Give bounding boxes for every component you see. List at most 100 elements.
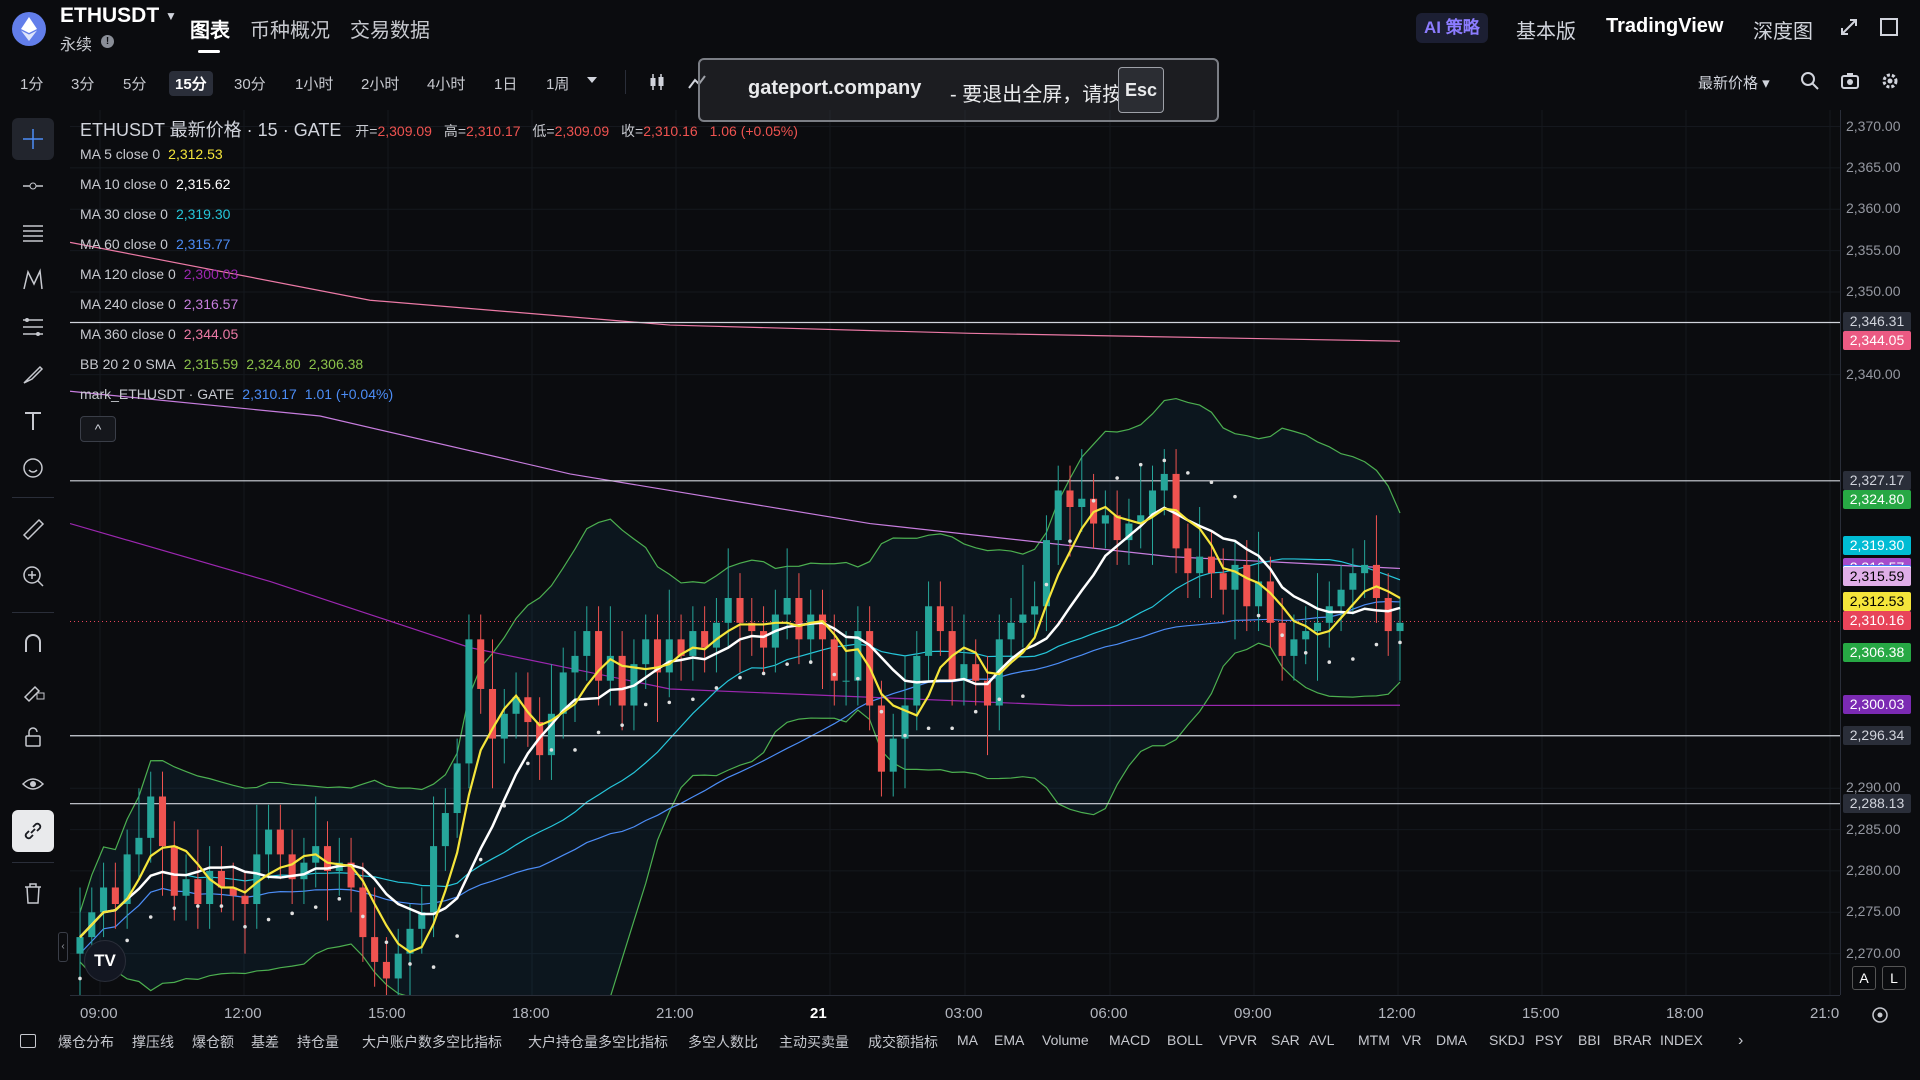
indicator-toggle[interactable]: 成交额指标 bbox=[868, 1034, 938, 1050]
indicators-icon[interactable] bbox=[686, 71, 708, 93]
lock-drawing-icon[interactable] bbox=[12, 669, 54, 711]
settings-gear-icon[interactable] bbox=[1880, 71, 1902, 93]
timeframe-15m[interactable]: 15分 bbox=[169, 71, 213, 96]
indicator-toggle[interactable]: VR bbox=[1402, 1032, 1422, 1048]
legend-indicator-row[interactable]: MA 120 close 0 2,300.03 bbox=[80, 266, 238, 282]
indicator-toggle[interactable]: 大户账户数多空比指标 bbox=[362, 1034, 502, 1050]
chart-area[interactable] bbox=[70, 110, 1840, 995]
crosshair-tool-icon[interactable] bbox=[12, 118, 54, 160]
brush-tool-icon[interactable] bbox=[12, 353, 54, 395]
legend-collapse-button[interactable]: ^ bbox=[80, 416, 116, 442]
tab-depth-chart[interactable]: 深度图 bbox=[1753, 21, 1813, 43]
ruler-tool-icon[interactable] bbox=[12, 508, 54, 550]
tab-trading-data[interactable]: 交易数据 bbox=[350, 20, 430, 42]
timeframe-2h[interactable]: 2小时 bbox=[361, 76, 400, 93]
text-tool-icon[interactable] bbox=[12, 400, 54, 442]
auto-scale-button[interactable]: A bbox=[1852, 966, 1876, 990]
indicator-toggle[interactable]: AVL bbox=[1309, 1032, 1335, 1048]
timeframe-1m[interactable]: 1分 bbox=[20, 76, 44, 93]
price-chart[interactable] bbox=[70, 110, 1840, 995]
legend-indicator-row[interactable]: mark_ETHUSDT · GATE 2,310.17 1.01 (+0.04%) bbox=[80, 386, 393, 402]
candle-body bbox=[1290, 639, 1298, 656]
indicator-toggle[interactable]: BOLL bbox=[1167, 1032, 1203, 1048]
timeframe-3m[interactable]: 3分 bbox=[71, 76, 95, 93]
indicator-toggle[interactable]: INDEX bbox=[1660, 1032, 1703, 1048]
indicator-toggle[interactable]: 多空人数比 bbox=[688, 1034, 758, 1050]
legend-indicator-row[interactable]: BB 20 2 0 SMA 2,315.59 2,324.80 2,306.38 bbox=[80, 356, 363, 372]
timeframe-30m[interactable]: 30分 bbox=[234, 76, 266, 93]
calendar-icon[interactable] bbox=[20, 1034, 36, 1048]
price-tick: 2,290.00 bbox=[1846, 779, 1901, 796]
indicator-toggle[interactable]: 爆仓额 bbox=[192, 1034, 234, 1050]
camera-icon[interactable] bbox=[1840, 71, 1862, 93]
timeframe-1h[interactable]: 1小时 bbox=[295, 76, 334, 93]
indicator-toggle[interactable]: 基差 bbox=[251, 1034, 279, 1050]
eye-icon[interactable] bbox=[12, 763, 54, 805]
indicator-toggle[interactable]: MACD bbox=[1109, 1032, 1151, 1048]
zoom-in-icon[interactable] bbox=[12, 555, 54, 597]
indicator-toggle[interactable]: 持仓量 bbox=[297, 1034, 339, 1050]
timeframe-1d[interactable]: 1日 bbox=[494, 76, 518, 93]
indicator-toggle[interactable]: DMA bbox=[1436, 1032, 1468, 1048]
indicator-toggle[interactable]: MTM bbox=[1358, 1032, 1390, 1048]
link-icon[interactable] bbox=[12, 810, 54, 852]
candle-type-icon[interactable] bbox=[646, 71, 668, 93]
sar-dot bbox=[1162, 458, 1167, 463]
indicator-toggle[interactable]: Volume bbox=[1042, 1032, 1089, 1048]
indicator-toggle[interactable]: 撑压线 bbox=[132, 1034, 174, 1050]
timeframe-1w[interactable]: 1周 bbox=[546, 76, 570, 93]
horizontal-lines-tool-icon[interactable] bbox=[12, 212, 54, 254]
expand-icon[interactable] bbox=[1838, 16, 1860, 38]
trash-icon[interactable] bbox=[12, 872, 54, 914]
timeframe-more-icon[interactable] bbox=[585, 73, 607, 95]
fib-tool-icon[interactable] bbox=[12, 306, 54, 348]
indicator-toggle[interactable]: 大户持仓量多空比指标 bbox=[528, 1034, 668, 1050]
indicator-toggle[interactable]: SAR bbox=[1271, 1032, 1300, 1048]
timeframe-5m[interactable]: 5分 bbox=[123, 76, 147, 93]
price-mode-select[interactable]: 最新价格 ▾ bbox=[1698, 75, 1770, 92]
indicator-toggle[interactable]: 主动买卖量 bbox=[779, 1034, 849, 1050]
candle-body bbox=[913, 655, 921, 706]
tab-chart[interactable]: 图表 bbox=[190, 20, 230, 42]
tradingview-logo[interactable]: TV bbox=[84, 940, 126, 982]
legend-indicator-row[interactable]: MA 10 close 0 2,315.62 bbox=[80, 176, 230, 192]
legend-indicator-row[interactable]: MA 60 close 0 2,315.77 bbox=[80, 236, 230, 252]
symbol-dropdown-icon[interactable]: ▼ bbox=[165, 9, 177, 23]
candle-body bbox=[1042, 540, 1050, 607]
price-tick: 2,270.00 bbox=[1846, 944, 1901, 961]
indicator-toggle[interactable]: PSY bbox=[1535, 1032, 1564, 1048]
tab-basic[interactable]: 基本版 bbox=[1516, 21, 1576, 43]
search-icon[interactable] bbox=[1800, 71, 1822, 93]
symbol-title[interactable]: ETHUSDT bbox=[60, 4, 160, 27]
sar-dot bbox=[1398, 640, 1402, 645]
tab-coin-overview[interactable]: 币种概况 bbox=[250, 20, 330, 42]
emoji-tool-icon[interactable] bbox=[12, 447, 54, 489]
legend-indicator-row[interactable]: MA 30 close 0 2,319.30 bbox=[80, 206, 230, 222]
indicator-toggle[interactable]: VPVR bbox=[1219, 1032, 1258, 1048]
tab-tradingview[interactable]: TradingView bbox=[1606, 15, 1724, 37]
ai-strategy-button[interactable]: AI 策略 bbox=[1416, 13, 1488, 43]
log-scale-button[interactable]: L bbox=[1882, 966, 1906, 990]
indicator-value: 2,315.77 bbox=[175, 236, 231, 252]
indicator-toggle[interactable]: SKDJ bbox=[1489, 1032, 1525, 1048]
window-icon[interactable] bbox=[1878, 16, 1900, 38]
candle-body bbox=[253, 854, 261, 905]
magnet-icon[interactable] bbox=[12, 622, 54, 664]
indicator-toggle[interactable]: BBI bbox=[1578, 1032, 1601, 1048]
axis-settings-icon[interactable] bbox=[1870, 1005, 1890, 1025]
more-indicators-icon[interactable]: › bbox=[1738, 1032, 1744, 1049]
indicator-toggle[interactable]: MA bbox=[957, 1032, 978, 1048]
indicator-toggle[interactable]: EMA bbox=[994, 1032, 1025, 1048]
legend-indicator-row[interactable]: MA 5 close 0 2,312.53 bbox=[80, 146, 223, 162]
lock-icon[interactable] bbox=[12, 716, 54, 758]
pattern-tool-icon[interactable] bbox=[12, 259, 54, 301]
trend-line-tool-icon[interactable] bbox=[12, 165, 54, 207]
indicator-toggle[interactable]: 爆仓分布 bbox=[58, 1034, 114, 1050]
timeframe-4h[interactable]: 4小时 bbox=[427, 76, 466, 93]
legend-indicator-row[interactable]: MA 360 close 0 2,344.05 bbox=[80, 326, 238, 342]
collapse-toolbar-icon[interactable]: ‹ bbox=[58, 932, 68, 962]
price-tick: 2,370.00 bbox=[1846, 117, 1901, 134]
indicator-toggle[interactable]: BRAR bbox=[1613, 1032, 1652, 1048]
legend-indicator-row[interactable]: MA 240 close 0 2,316.57 bbox=[80, 296, 238, 312]
info-icon[interactable]: ! bbox=[101, 35, 114, 48]
